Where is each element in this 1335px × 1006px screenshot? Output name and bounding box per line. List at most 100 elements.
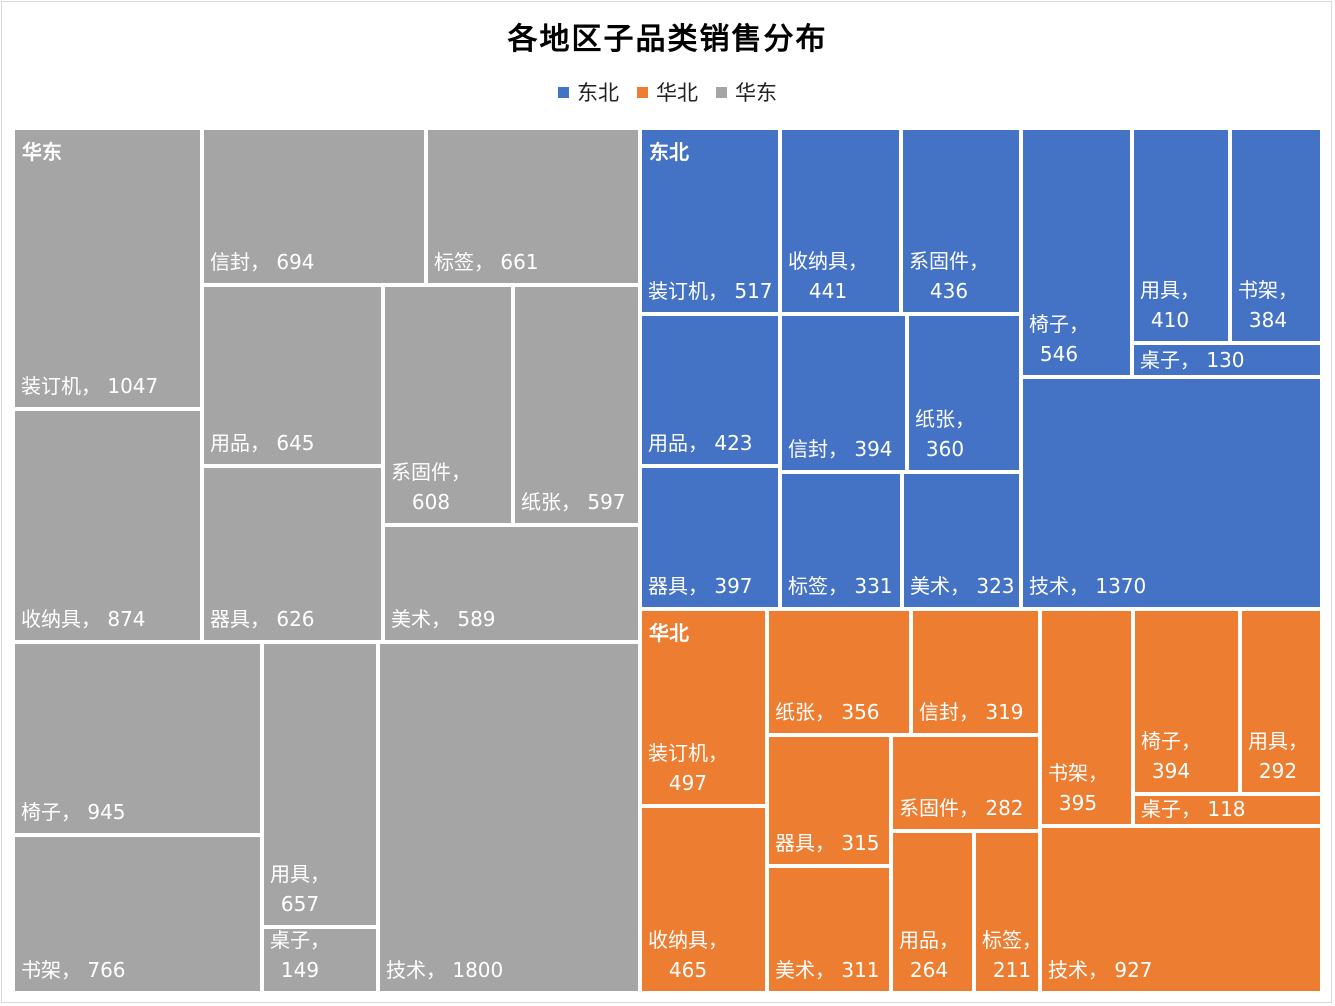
tile-value: 410 — [1150, 308, 1190, 332]
tile-label: 装订机， 1047 — [21, 371, 158, 401]
tile-label: 桌子， 130 — [1140, 345, 1245, 375]
tile-label: 技术， 927 — [1048, 955, 1153, 985]
tile-label: 标签， 331 — [788, 571, 893, 601]
tile-label: 器具， 397 — [648, 571, 753, 601]
tile-value: 149 — [280, 958, 320, 982]
tile-label: 美术， 323 — [910, 571, 1015, 601]
tile-label: 美术， 311 — [775, 955, 880, 985]
tile-label: 技术， 1370 — [1029, 571, 1146, 601]
treemap-tile-north: 技术， 927 — [1040, 826, 1322, 993]
tile-category-value: 椅子， 945 — [21, 800, 126, 824]
tile-label: 桌子， 149 — [270, 928, 330, 985]
tile-value: 360 — [925, 437, 965, 461]
legend-item-northeast: 东北 — [558, 77, 619, 107]
tile-category: 书架， — [1048, 761, 1108, 785]
tile-value: 546 — [1039, 342, 1079, 366]
tile-category-value: 桌子， 118 — [1141, 797, 1246, 821]
treemap-tile-northeast: 书架， 384 — [1230, 128, 1322, 343]
tile-label: 器具， 315 — [775, 828, 880, 858]
treemap-tile-north: 美术， 311 — [767, 866, 891, 993]
tile-category-value: 信封， 394 — [788, 437, 893, 461]
tile-label: 系固件， 436 — [909, 246, 989, 306]
chart-title: 各地区子品类销售分布 — [507, 22, 828, 57]
tile-category-value: 技术， 927 — [1048, 958, 1153, 982]
treemap-tile-north: 椅子， 394 — [1133, 609, 1240, 794]
legend: 东北 华北 华东 — [0, 77, 1335, 107]
tile-category-value: 用品， 645 — [210, 431, 315, 455]
treemap-tile-northeast: 技术， 1370 — [1021, 377, 1322, 609]
treemap-tile-east: 装订机， 1047 — [13, 128, 202, 409]
tile-category-value: 桌子， 130 — [1140, 348, 1245, 372]
tile-category-value: 信封， 694 — [210, 250, 315, 274]
tile-value: 211 — [992, 958, 1032, 982]
tile-category: 用品， — [899, 928, 959, 952]
treemap-tile-east: 信封， 694 — [202, 128, 426, 285]
tile-category: 椅子， — [1141, 729, 1201, 753]
tile-label: 装订机， 517 — [648, 276, 773, 306]
tile-category: 系固件， — [909, 249, 989, 273]
treemap-tile-northeast: 收纳具， 441 — [780, 128, 901, 314]
tile-category-value: 信封， 319 — [919, 700, 1024, 724]
treemap-tile-northeast: 标签， 331 — [780, 472, 902, 609]
tile-value: 657 — [280, 892, 320, 916]
tile-category-value: 装订机， 1047 — [21, 374, 159, 398]
tile-category: 收纳具， — [788, 249, 868, 273]
treemap-tile-north: 纸张， 356 — [767, 609, 911, 735]
tile-category-value: 装订机， 517 — [648, 279, 773, 303]
treemap-tile-northeast: 用具， 410 — [1132, 128, 1230, 343]
tile-category: 装订机， — [648, 741, 728, 765]
treemap-tile-northeast: 系固件， 436 — [901, 128, 1021, 314]
tile-category: 用具， — [270, 862, 330, 886]
tile-label: 用品， 423 — [648, 428, 753, 458]
tile-label: 系固件， 608 — [391, 457, 471, 517]
tile-category: 纸张， — [915, 407, 975, 431]
tile-value: 264 — [909, 958, 949, 982]
legend-swatch-north — [637, 86, 648, 98]
tile-category-value: 标签， 661 — [434, 250, 539, 274]
tile-value: 395 — [1058, 791, 1098, 815]
treemap-tile-northeast: 纸张， 360 — [907, 314, 1021, 472]
region-label-northeast: 东北 — [649, 140, 689, 164]
tile-label: 美术， 589 — [391, 604, 496, 634]
treemap-tile-east: 美术， 589 — [383, 525, 640, 642]
tile-label: 信封， 694 — [210, 247, 315, 277]
region-label-east: 华东 — [22, 140, 62, 164]
tile-category-value: 美术， 311 — [775, 958, 880, 982]
tile-label: 装订机， 497 — [648, 738, 728, 798]
treemap-tile-northeast: 装订机， 517 — [640, 128, 780, 314]
treemap-tile-east: 纸张， 597 — [513, 285, 640, 525]
tile-category-value: 器具， 397 — [648, 574, 753, 598]
tile-category: 桌子， — [270, 928, 330, 952]
treemap-tile-east: 椅子， 945 — [13, 642, 262, 835]
tile-label: 器具， 626 — [210, 604, 315, 634]
tile-category: 收纳具， — [648, 928, 728, 952]
tile-value: 608 — [411, 490, 451, 514]
treemap-tile-east: 标签， 661 — [426, 128, 640, 285]
tile-label: 收纳具， 465 — [648, 925, 728, 985]
tile-label: 收纳具， 441 — [788, 246, 868, 306]
tile-label: 书架， 384 — [1238, 275, 1298, 335]
treemap-tile-northeast: 美术， 323 — [902, 472, 1021, 609]
treemap-tile-east: 桌子， 149 — [262, 927, 378, 993]
tile-category-value: 标签， 331 — [788, 574, 893, 598]
treemap-tile-east: 器具， 626 — [202, 466, 383, 642]
tile-label: 信封， 394 — [788, 434, 893, 464]
treemap-tile-east: 书架， 766 — [13, 835, 262, 993]
treemap-tile-east: 系固件， 608 — [383, 285, 513, 525]
treemap-tile-northeast: 信封， 394 — [780, 314, 907, 472]
tile-category: 书架， — [1238, 278, 1298, 302]
tile-category-value: 美术， 589 — [391, 607, 496, 631]
treemap-tile-northeast: 器具， 397 — [640, 466, 780, 609]
tile-value: 465 — [668, 958, 708, 982]
tile-value: 292 — [1258, 759, 1298, 783]
treemap-tile-east: 收纳具， 874 — [13, 409, 202, 642]
tile-value: 384 — [1248, 308, 1288, 332]
treemap-tile-north: 标签， 211 — [974, 831, 1040, 993]
tile-category: 用具， — [1248, 729, 1308, 753]
tile-label: 纸张， 356 — [775, 697, 880, 727]
treemap-tile-north: 装订机， 497 — [640, 609, 767, 806]
tile-category-value: 美术， 323 — [910, 574, 1015, 598]
treemap-tile-north: 器具， 315 — [767, 735, 891, 866]
legend-swatch-northeast — [558, 86, 569, 98]
